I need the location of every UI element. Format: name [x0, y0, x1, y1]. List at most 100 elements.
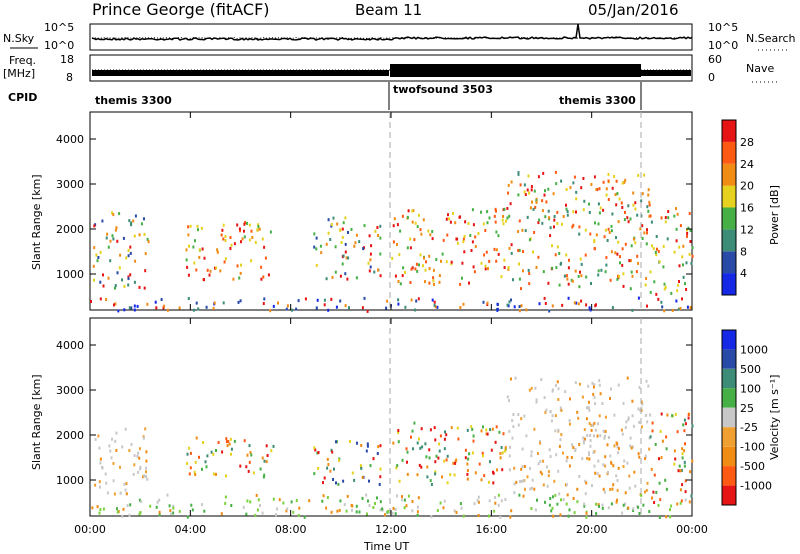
power-cell: [454, 221, 457, 225]
velocity-cell: [166, 493, 169, 497]
velocity-cell: [510, 377, 512, 381]
power-cell: [327, 218, 330, 222]
power-cell: [582, 208, 585, 212]
power-cell: [397, 302, 400, 306]
power-cell: [385, 306, 388, 310]
power-cell: [610, 229, 613, 233]
velocity-cell: [439, 434, 442, 438]
velocity-cell: [158, 513, 161, 517]
power-cell: [441, 252, 444, 256]
velocity-cell: [326, 457, 329, 461]
velocity-cell: [641, 402, 644, 406]
velocity-cell: [683, 429, 686, 433]
velocity-cell: [112, 462, 115, 465]
velocity-cell: [535, 400, 538, 404]
power-cell: [345, 256, 348, 260]
power-cell: [588, 306, 591, 310]
power-cell: [535, 200, 538, 204]
power-cell: [434, 305, 437, 309]
power-cell: [224, 235, 227, 238]
velocity-cell: [572, 497, 575, 500]
power-cell: [647, 188, 650, 192]
velocity-cell: [584, 437, 586, 441]
velocity-cell: [336, 509, 339, 513]
velocity-cell: [329, 469, 332, 473]
velocity-cell: [616, 488, 619, 492]
velocity-cell: [249, 500, 252, 504]
power-cell: [485, 250, 488, 254]
velocity-cell: [597, 459, 600, 463]
velocity-cell: [488, 480, 490, 484]
velocity-cell: [145, 450, 148, 454]
power-cell: [493, 247, 496, 251]
velocity-cell: [466, 469, 469, 472]
power-cell: [92, 264, 95, 268]
power-cell: [664, 285, 667, 289]
power-cell: [93, 278, 95, 282]
velocity-cell: [138, 498, 141, 502]
velocity-cell: [217, 441, 220, 444]
power-cell: [379, 236, 382, 240]
velocity-cell: [249, 451, 252, 454]
velocity-cell: [189, 451, 192, 455]
velocity-cell: [684, 442, 686, 446]
velocity-cell: [630, 446, 633, 450]
power-cell: [422, 264, 424, 268]
velocity-cell: [683, 460, 686, 464]
power-cell: [623, 218, 626, 222]
power-cell: [572, 210, 575, 214]
velocity-cell: [486, 432, 489, 436]
power-cell: [655, 235, 658, 238]
velocity-cell: [202, 441, 205, 444]
velocity-cell: [246, 499, 249, 503]
velocity-cell: [355, 510, 358, 514]
power-cell: [542, 270, 545, 274]
power-cell: [244, 221, 246, 225]
power-cell: [331, 275, 334, 279]
power-cell: [493, 214, 496, 218]
power-cell: [567, 282, 570, 286]
velocity-cell: [588, 457, 591, 461]
velocity-cell: [510, 509, 513, 513]
velocity-cell: [518, 493, 521, 497]
velocity-cell: [434, 460, 437, 464]
velocity-cell: [566, 455, 569, 459]
velocity-cell: [121, 445, 124, 449]
velocity-cell: [227, 440, 230, 443]
velocity-cell: [535, 398, 538, 402]
power-cell: [554, 253, 557, 257]
power-cell: [422, 218, 425, 222]
velocity-cell: [445, 458, 448, 462]
velocity-cell: [193, 470, 196, 474]
power-cell: [688, 212, 691, 215]
velocity-cell: [379, 475, 382, 479]
cpid-segment-1: themis 3300: [95, 94, 172, 107]
power-cell: [676, 212, 679, 216]
velocity-cell: [210, 450, 213, 454]
freq-trace-2: [390, 64, 641, 77]
velocity-cell: [654, 443, 657, 446]
velocity-cell: [512, 413, 515, 416]
velocity-cell: [542, 483, 545, 487]
velocity-cell: [188, 472, 191, 476]
power-cell: [527, 268, 530, 272]
velocity-cell: [443, 437, 446, 441]
velocity-cell: [583, 504, 586, 508]
velocity-cell: [645, 488, 648, 492]
power-cell: [532, 207, 535, 211]
velocity-cell: [434, 472, 437, 476]
power-cell: [185, 258, 188, 262]
velocity-cell: [606, 443, 609, 447]
cpid-segment-3: themis 3300: [559, 94, 636, 107]
velocity-cell: [617, 383, 620, 387]
power-cell: [617, 240, 620, 244]
velocity-cell: [653, 473, 656, 477]
velocity-cell: [426, 475, 429, 479]
power-cell: [185, 248, 188, 252]
velocity-cell: [125, 492, 128, 496]
power-cell: [617, 220, 620, 224]
power-panel-frame: [89, 111, 693, 311]
power-cell: [528, 238, 531, 242]
velocity-cell: [627, 416, 630, 420]
